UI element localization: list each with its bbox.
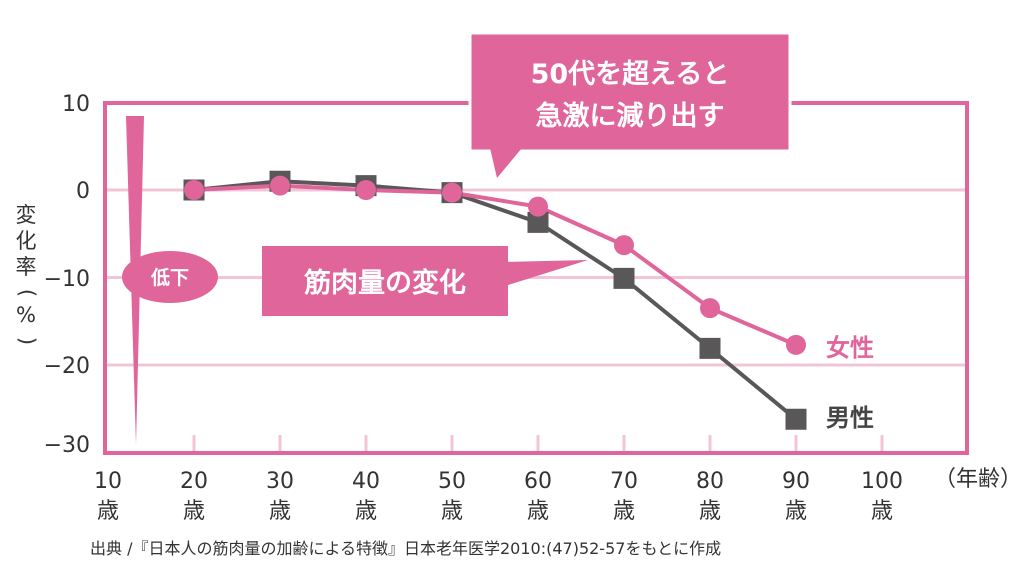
female-point [614,235,634,256]
y-axis-label-char: 変 [16,203,37,227]
x-tick-label: 70 [610,469,638,494]
source-note: 出典 /『日本人の筋肉量の加齢による特徴』日本老年医学2010:(47)52-5… [90,539,721,558]
decline-badge [122,251,218,303]
top-callout-box [468,31,792,153]
series-line-male [193,179,798,421]
y-tick-label: −30 [44,433,90,458]
top-callout-line-2: 急激に減り出す [536,100,725,132]
male-point [699,337,721,359]
y-axis-label-char: ) [15,337,39,345]
x-tick-unit: 歳 [871,499,893,524]
center-callout-box [262,246,508,316]
x-tick-label: 50 [438,469,466,494]
x-tick-label: 10 [94,469,122,494]
x-tick-unit: 歳 [699,499,721,524]
series-line-female [193,183,797,347]
y-axis-label-char: % [16,303,36,327]
x-tick-label: 20 [180,469,208,494]
top-callout: 50代を超えると 急激に減り出す [468,31,792,178]
x-tick-label: 30 [266,469,294,494]
female-point [528,196,548,217]
female-point [442,182,462,203]
y-tick-label: 0 [76,179,90,204]
y-tick-label: 10 [62,92,90,117]
x-tick-unit: 歳 [527,499,549,524]
female-point [270,175,290,196]
x-tick-unit: 歳 [97,499,119,524]
y-axis-label-char: 化 [16,229,37,253]
x-tick-unit: 歳 [785,499,807,524]
x-tick-unit: 歳 [613,499,635,524]
female-point [786,334,806,355]
decline-label: 低下 [150,266,189,289]
x-tick-unit: 歳 [183,499,205,524]
male-point [527,211,549,233]
x-tick-label: 60 [524,469,552,494]
male-point [785,408,807,430]
female-point [700,298,720,319]
y-axis-label: 変 化 率 ( % ) [15,203,39,345]
male-point [613,267,635,289]
center-callout-text: 筋肉量の変化 [304,267,466,299]
y-tick-label: −20 [44,354,90,379]
female-point [184,180,204,200]
female-point [356,180,376,200]
x-tick-label: 40 [352,469,380,494]
x-tick-unit: 歳 [355,499,377,524]
center-callout: 筋肉量の変化 [262,246,588,316]
y-axis-label-char: 率 [16,255,37,279]
x-tick-label: 80 [696,469,724,494]
legend-female: 女性 [826,334,874,362]
x-axis-title: （年齢） [934,467,1022,492]
x-tick-label: 90 [782,469,810,494]
y-tick-label: −10 [44,267,90,292]
series-layer [183,170,807,430]
top-callout-pointer [490,148,522,178]
legend-male: 男性 [826,404,874,432]
x-tick-label: 100 [861,469,903,494]
x-tick-unit: 歳 [269,499,291,524]
center-callout-pointer [505,260,588,286]
gridlines [107,188,965,367]
x-axis-ticks: 10 歳 20 歳 30 歳 40 歳 50 歳 60 歳 70 歳 80 歳 90 歳 100 歳 [94,435,903,524]
top-callout-line-1: 50代を超えると [531,59,730,90]
y-axis-label-char: ( [15,289,39,297]
x-tick-unit: 歳 [441,499,463,524]
